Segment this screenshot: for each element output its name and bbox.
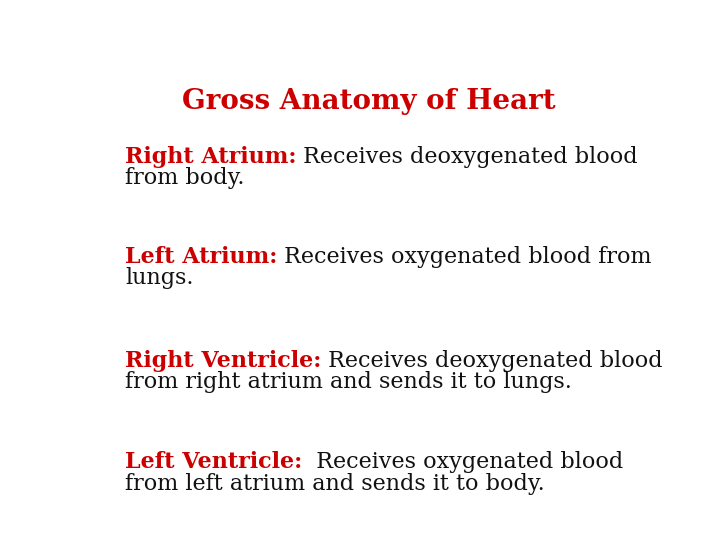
Text: lungs.: lungs. (125, 267, 194, 289)
Text: Receives oxygenated blood: Receives oxygenated blood (302, 451, 624, 474)
Text: from right atrium and sends it to lungs.: from right atrium and sends it to lungs. (125, 372, 572, 393)
Text: Receives oxygenated blood from: Receives oxygenated blood from (277, 246, 652, 268)
Text: Left Atrium:: Left Atrium: (125, 246, 277, 268)
Text: Left Ventricle:: Left Ventricle: (125, 451, 302, 474)
Text: from body.: from body. (125, 167, 244, 189)
Text: Gross Anatomy of Heart: Gross Anatomy of Heart (182, 88, 556, 115)
Text: Receives deoxygenated blood: Receives deoxygenated blood (297, 146, 638, 167)
Text: Right Atrium:: Right Atrium: (125, 146, 297, 167)
Text: Receives deoxygenated blood: Receives deoxygenated blood (321, 350, 663, 372)
Text: from left atrium and sends it to body.: from left atrium and sends it to body. (125, 473, 544, 495)
Text: Right Ventricle:: Right Ventricle: (125, 350, 321, 372)
